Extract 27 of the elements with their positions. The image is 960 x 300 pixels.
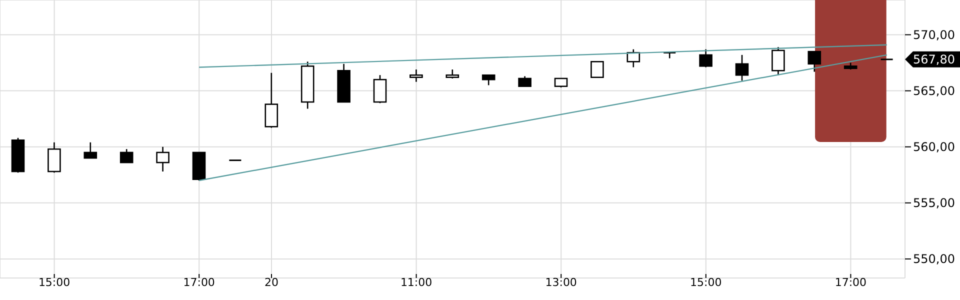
candlestick: [156, 146, 170, 172]
candlestick: [772, 46, 785, 76]
candlestick: [808, 50, 822, 72]
candlestick: [84, 142, 98, 159]
candlestick: [264, 72, 278, 128]
candlestick: [482, 74, 496, 86]
candlestick: [48, 142, 61, 174]
x-tick-label: 15:00: [38, 276, 70, 289]
candlestick: [699, 48, 712, 68]
x-tick-label: 17:00: [834, 276, 867, 289]
x-tick-label: 20: [264, 276, 278, 289]
x-tick-label: 13:00: [545, 276, 577, 289]
candlestick: [735, 54, 749, 82]
x-tick-label: 17:00: [183, 276, 215, 289]
y-tick-label: 570,00: [913, 28, 955, 42]
candlestick: [518, 76, 532, 87]
y-tick-label: 565,00: [913, 84, 955, 98]
candlestick: [590, 61, 604, 78]
y-tick-label: 550,00: [913, 252, 955, 266]
x-tick-label: 11:00: [400, 276, 432, 289]
y-tick-label: 555,00: [913, 196, 955, 210]
text: 567,80: [913, 52, 955, 66]
y-tick-label: 560,00: [913, 140, 955, 154]
candlestick: [373, 74, 387, 104]
candlestick: [410, 68, 423, 82]
x-tick-label: 15:00: [690, 276, 722, 289]
candlestick: [120, 148, 134, 164]
